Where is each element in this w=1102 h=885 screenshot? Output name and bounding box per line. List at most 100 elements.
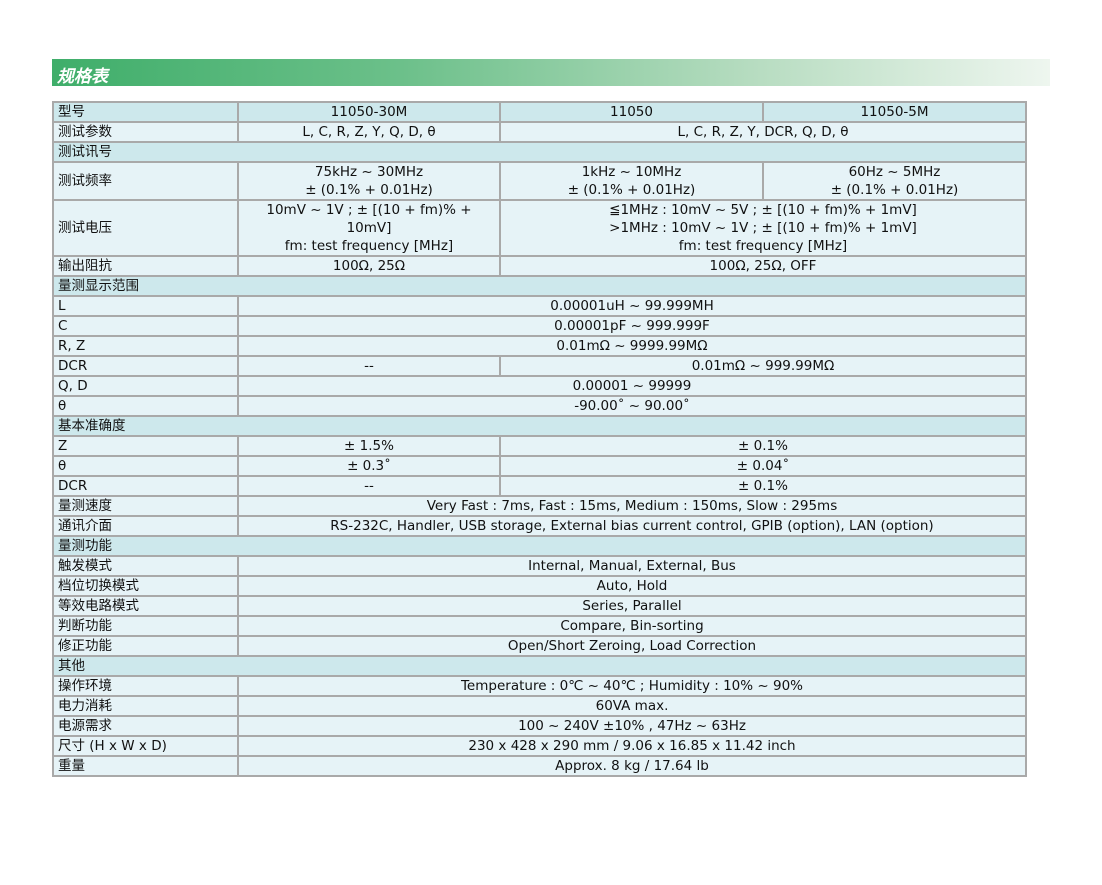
- section-row: 测试讯号: [52, 141, 1027, 163]
- row-label: 触发模式: [52, 555, 239, 577]
- row-label: Q, D: [52, 375, 239, 397]
- row-label: 操作环境: [52, 675, 239, 697]
- row-label: 重量: [52, 755, 239, 777]
- value-cell: 10mV ~ 1V ; ± [(10 + fm)% + 10mV] fm: te…: [237, 199, 501, 257]
- row-label: 档位切换模式: [52, 575, 239, 597]
- value-cell: 0.00001uH ~ 99.999MH: [237, 295, 1027, 317]
- header-row: 型号 11050-30M 11050 11050-5M: [52, 101, 1027, 123]
- value-cell: Internal, Manual, External, Bus: [237, 555, 1027, 577]
- section-label: 量测功能: [52, 535, 1027, 557]
- value-cell: 11050-30M: [237, 101, 501, 123]
- row-label: Z: [52, 435, 239, 457]
- value-cell: RS-232C, Handler, USB storage, External …: [237, 515, 1027, 537]
- page-title: 规格表: [57, 67, 108, 87]
- value-cell: Open/Short Zeroing, Load Correction: [237, 635, 1027, 657]
- row-label: L: [52, 295, 239, 317]
- value-cell: ± 0.1%: [499, 435, 1027, 457]
- value-cell: L, C, R, Z, Y, Q, D, θ: [237, 121, 501, 143]
- row-label: 型号: [52, 101, 239, 123]
- value-cell: 11050-5M: [762, 101, 1027, 123]
- value-cell: --: [237, 475, 501, 497]
- value-cell: 11050: [499, 101, 764, 123]
- section-label: 测试讯号: [52, 141, 1027, 163]
- value-cell: 0.00001pF ~ 999.999F: [237, 315, 1027, 337]
- value-cell: 100Ω, 25Ω: [237, 255, 501, 277]
- value-cell: L, C, R, Z, Y, DCR, Q, D, θ: [499, 121, 1027, 143]
- value-cell: -90.00˚ ~ 90.00˚: [237, 395, 1027, 417]
- value-cell: Compare, Bin-sorting: [237, 615, 1027, 637]
- row-label: 修正功能: [52, 635, 239, 657]
- row-label: 测试参数: [52, 121, 239, 143]
- table-row: 量测速度 Very Fast : 7ms, Fast : 15ms, Medium…: [52, 495, 1027, 517]
- table-row: 操作环境 Temperature : 0℃ ~ 40℃ ; Humidity : …: [52, 675, 1027, 697]
- value-cell: ± 1.5%: [237, 435, 501, 457]
- table-row: DCR -- 0.01mΩ ~ 999.99MΩ: [52, 355, 1027, 377]
- row-label: 测试频率: [52, 161, 239, 201]
- value-cell: Very Fast : 7ms, Fast : 15ms, Medium : 1…: [237, 495, 1027, 517]
- table-row: 测试参数 L, C, R, Z, Y, Q, D, θ L, C, R, Z, Y,…: [52, 121, 1027, 143]
- row-label: C: [52, 315, 239, 337]
- row-label: 测试电压: [52, 199, 239, 257]
- table-row: 输出阻抗 100Ω, 25Ω 100Ω, 25Ω, OFF: [52, 255, 1027, 277]
- row-label: DCR: [52, 355, 239, 377]
- value-cell: 75kHz ~ 30MHz ± (0.1% + 0.01Hz): [237, 161, 501, 201]
- row-label: 等效电路模式: [52, 595, 239, 617]
- table-row: 测试电压 10mV ~ 1V ; ± [(10 + fm)% + 10mV] fm…: [52, 199, 1027, 257]
- row-label: 量测速度: [52, 495, 239, 517]
- table-row: 通讯介面 RS-232C, Handler, USB storage, Exter…: [52, 515, 1027, 537]
- row-label: 输出阻抗: [52, 255, 239, 277]
- value-cell: Series, Parallel: [237, 595, 1027, 617]
- table-row: 等效电路模式 Series, Parallel: [52, 595, 1027, 617]
- section-label: 量测显示范围: [52, 275, 1027, 297]
- value-cell: ± 0.3˚: [237, 455, 501, 477]
- value-cell: 60Hz ~ 5MHz ± (0.1% + 0.01Hz): [762, 161, 1027, 201]
- value-cell: 0.01mΩ ~ 9999.99MΩ: [237, 335, 1027, 357]
- table-row: θ -90.00˚ ~ 90.00˚: [52, 395, 1027, 417]
- table-row: 重量 Approx. 8 kg / 17.64 lb: [52, 755, 1027, 777]
- table-row: 电源需求 100 ~ 240V ±10% , 47Hz ~ 63Hz: [52, 715, 1027, 737]
- table-row: 判断功能 Compare, Bin-sorting: [52, 615, 1027, 637]
- row-label: DCR: [52, 475, 239, 497]
- value-cell: 0.01mΩ ~ 999.99MΩ: [499, 355, 1027, 377]
- title-banner: 规格表: [52, 59, 1050, 87]
- table-row: 测试频率 75kHz ~ 30MHz ± (0.1% + 0.01Hz) 1kHz …: [52, 161, 1027, 201]
- table-row: C 0.00001pF ~ 999.999F: [52, 315, 1027, 337]
- section-row: 其他: [52, 655, 1027, 677]
- section-row: 量测功能: [52, 535, 1027, 557]
- table-row: L 0.00001uH ~ 99.999MH: [52, 295, 1027, 317]
- section-label: 基本准确度: [52, 415, 1027, 437]
- value-cell: 1kHz ~ 10MHz ± (0.1% + 0.01Hz): [499, 161, 764, 201]
- value-cell: 100 ~ 240V ±10% , 47Hz ~ 63Hz: [237, 715, 1027, 737]
- table-row: 尺寸 (H x W x D) 230 x 428 x 290 mm / 9.06 …: [52, 735, 1027, 757]
- table-row: θ ± 0.3˚ ± 0.04˚: [52, 455, 1027, 477]
- value-cell: ≦1MHz : 10mV ~ 5V ; ± [(10 + fm)% + 1mV]…: [499, 199, 1027, 257]
- row-label: 电力消耗: [52, 695, 239, 717]
- value-cell: Auto, Hold: [237, 575, 1027, 597]
- value-cell: 100Ω, 25Ω, OFF: [499, 255, 1027, 277]
- section-row: 量测显示范围: [52, 275, 1027, 297]
- table-row: 修正功能 Open/Short Zeroing, Load Correction: [52, 635, 1027, 657]
- row-label: 通讯介面: [52, 515, 239, 537]
- value-cell: ± 0.1%: [499, 475, 1027, 497]
- table-row: R, Z 0.01mΩ ~ 9999.99MΩ: [52, 335, 1027, 357]
- value-cell: 0.00001 ~ 99999: [237, 375, 1027, 397]
- value-cell: 60VA max.: [237, 695, 1027, 717]
- table-row: 触发模式 Internal, Manual, External, Bus: [52, 555, 1027, 577]
- row-label: 电源需求: [52, 715, 239, 737]
- table-row: Q, D 0.00001 ~ 99999: [52, 375, 1027, 397]
- section-label: 其他: [52, 655, 1027, 677]
- value-cell: Temperature : 0℃ ~ 40℃ ; Humidity : 10% …: [237, 675, 1027, 697]
- value-cell: Approx. 8 kg / 17.64 lb: [237, 755, 1027, 777]
- table-row: DCR -- ± 0.1%: [52, 475, 1027, 497]
- value-cell: 230 x 428 x 290 mm / 9.06 x 16.85 x 11.4…: [237, 735, 1027, 757]
- value-cell: --: [237, 355, 501, 377]
- row-label: 尺寸 (H x W x D): [52, 735, 239, 757]
- table-row: 档位切换模式 Auto, Hold: [52, 575, 1027, 597]
- table-row: 电力消耗 60VA max.: [52, 695, 1027, 717]
- value-cell: ± 0.04˚: [499, 455, 1027, 477]
- row-label: 判断功能: [52, 615, 239, 637]
- row-label: R, Z: [52, 335, 239, 357]
- table-row: Z ± 1.5% ± 0.1%: [52, 435, 1027, 457]
- row-label: θ: [52, 455, 239, 477]
- section-row: 基本准确度: [52, 415, 1027, 437]
